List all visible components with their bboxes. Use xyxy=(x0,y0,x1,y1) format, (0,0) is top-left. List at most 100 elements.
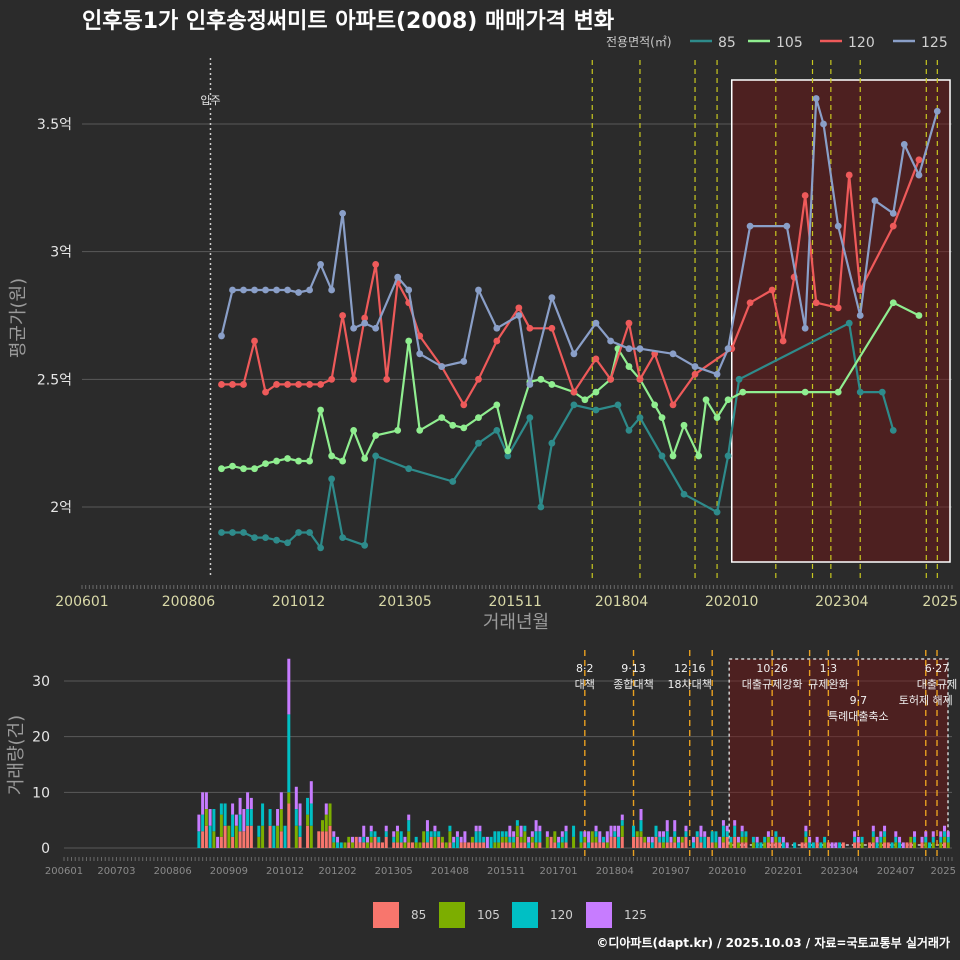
volume-bar xyxy=(223,803,227,826)
series-point-120 xyxy=(812,299,820,307)
volume-bar xyxy=(706,836,710,848)
volume-bar xyxy=(534,831,538,843)
bottom-x-tick-label: 2025 xyxy=(931,866,956,877)
volume-bar xyxy=(512,831,516,837)
bottom-legend-label-85: 85 xyxy=(411,908,426,922)
highlight-box xyxy=(730,79,951,563)
volume-bar xyxy=(710,831,714,843)
bottom-x-tick-label: 200703 xyxy=(97,866,135,877)
volume-bar xyxy=(444,842,448,848)
volume-bar xyxy=(647,836,651,843)
volume-bar xyxy=(879,831,883,837)
top-y-axis: 2억 2.5억 3억 3.5억 xyxy=(37,117,72,516)
volume-bar xyxy=(800,842,804,848)
x-tick-label: 201511 xyxy=(488,594,541,610)
series-point-105 xyxy=(240,465,247,473)
bottom-y-tick-label: 0 xyxy=(41,841,50,857)
volume-bar xyxy=(534,820,538,832)
volume-bar xyxy=(422,831,426,843)
volume-bar xyxy=(425,831,429,843)
volume-bar xyxy=(246,825,250,848)
volume-bar xyxy=(351,842,355,848)
series-point-120 xyxy=(218,381,225,388)
volume-bar xyxy=(594,842,598,848)
volume-bar xyxy=(939,836,943,843)
volume-bar xyxy=(433,836,437,848)
volume-bar xyxy=(740,831,744,837)
volume-bar xyxy=(474,831,478,843)
volume-bar xyxy=(774,842,778,848)
volume-bar xyxy=(347,836,351,843)
volume-bar xyxy=(534,842,538,848)
volume-bar xyxy=(276,809,280,826)
volume-bar xyxy=(691,842,695,848)
volume-bar xyxy=(744,842,748,848)
series-point-105 xyxy=(449,421,457,429)
volume-bar xyxy=(414,842,418,848)
bottom-x-tick-label: 202407 xyxy=(877,866,915,877)
volume-bar xyxy=(673,836,677,843)
volume-bar xyxy=(613,825,617,832)
bottom-x-tick-label: 201804 xyxy=(596,866,634,877)
volume-bar xyxy=(249,809,253,826)
volume-bar xyxy=(778,842,782,848)
series-point-120 xyxy=(460,401,468,409)
volume-bar xyxy=(489,836,493,848)
volume-bar xyxy=(238,797,242,815)
series-point-105 xyxy=(339,457,347,465)
volume-bar xyxy=(572,825,576,837)
series-point-120 xyxy=(350,375,358,383)
volume-bar xyxy=(369,836,373,843)
volume-bar xyxy=(875,836,879,843)
series-point-105 xyxy=(669,452,677,460)
volume-bar xyxy=(530,831,534,837)
bottom-x-axis: 200601 200703 200806 200909 201012 201202 2013… xyxy=(45,857,956,877)
top-policy-lines: 입주 xyxy=(200,58,938,578)
volume-bar xyxy=(362,836,366,843)
bottom-x-tick-label: 201511 xyxy=(487,866,525,877)
volume-bar xyxy=(613,836,617,848)
volume-bar xyxy=(504,836,508,843)
series-point-105 xyxy=(504,447,512,455)
series-point-125 xyxy=(592,319,600,327)
policy-label: 18차대책 xyxy=(668,678,712,691)
series-point-125 xyxy=(607,337,615,345)
bottom-x-tick-label: 202201 xyxy=(764,866,802,877)
series-point-85 xyxy=(262,534,269,542)
volume-bar xyxy=(351,836,355,843)
bottom-legend-swatch-125 xyxy=(586,902,612,928)
volume-bar xyxy=(635,831,639,837)
series-point-125 xyxy=(713,370,721,378)
series-point-105 xyxy=(724,396,732,404)
volume-bar xyxy=(459,836,463,843)
volume-bar xyxy=(309,803,313,826)
volume-bar xyxy=(283,825,287,848)
volume-bar xyxy=(365,836,369,843)
volume-bar xyxy=(523,825,527,832)
series-point-125 xyxy=(889,209,897,217)
bottom-highlight-box xyxy=(728,658,949,846)
series-point-120 xyxy=(592,355,600,363)
bottom-x-tick-label: 201202 xyxy=(318,866,356,877)
volume-bar xyxy=(815,836,819,843)
volume-bar xyxy=(418,842,422,848)
series-point-105 xyxy=(651,401,659,409)
volume-bar xyxy=(654,836,658,848)
volume-bar xyxy=(231,803,235,815)
volume-bar xyxy=(564,831,568,843)
volume-bar xyxy=(261,825,265,848)
volume-bar xyxy=(905,842,909,848)
volume-bar xyxy=(429,831,433,837)
volume-bar xyxy=(714,842,718,848)
volume-bar xyxy=(339,842,343,848)
volume-bar xyxy=(272,825,276,848)
volume-bar xyxy=(560,836,564,843)
series-point-120 xyxy=(834,304,842,312)
volume-bar xyxy=(733,825,737,837)
policy-date: 12·16 xyxy=(674,662,706,675)
volume-bar xyxy=(733,820,737,826)
volume-bar xyxy=(523,842,527,848)
volume-bar xyxy=(493,842,497,848)
bottom-legend-label-120: 120 xyxy=(550,908,573,922)
volume-bar xyxy=(485,836,489,848)
